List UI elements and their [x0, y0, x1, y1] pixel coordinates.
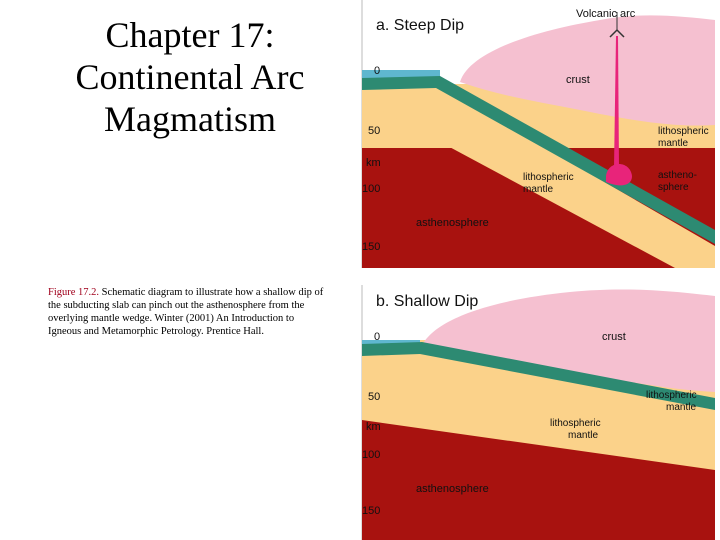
panel-b-depth-100: 100 [362, 449, 380, 461]
panel-a-lith-mantle-right-line1: lithospheric [658, 126, 709, 137]
panel-a-depth-0: 0 [374, 65, 380, 77]
panel-a-slab-lith-mantle-line2: mantle [523, 184, 553, 195]
panel-a-magma-pocket [606, 164, 632, 186]
panel-a-depth-unit: km [366, 157, 381, 169]
panel-b-slab-lith-mantle-line2: mantle [568, 430, 598, 441]
panel-steep-dip: a. Steep Dip Volcanic arc crust lithosph… [361, 0, 715, 268]
panel-a-continental-crust [460, 15, 715, 126]
panel-b-crust-label: crust [602, 331, 626, 343]
panel-b-lith-mantle-right-label: lithospheric mantle [646, 390, 697, 413]
panel-b-lith-mantle-right-line2: mantle [666, 402, 696, 413]
panel-a-slab-lith-mantle-label: lithospheric mantle [523, 172, 574, 195]
panel-a-heading: a. Steep Dip [376, 17, 464, 34]
panel-a-slab-lithosphere [362, 84, 715, 268]
slide-title: Chapter 17: Continental Arc Magmatism [30, 14, 350, 140]
subduction-figure: a. Steep Dip Volcanic arc crust lithosph… [361, 0, 715, 540]
panel-b-depth-50: 50 [368, 391, 380, 403]
figure-caption: Figure 17.2. Schematic diagram to illust… [48, 286, 326, 338]
panel-a-depth-50: 50 [368, 125, 380, 137]
title-line-3: Magmatism [104, 99, 276, 139]
panel-b-slab-lith-mantle-line1: lithospheric [550, 418, 601, 429]
title-line-1: Chapter 17: [105, 15, 275, 55]
panel-a-asthenosphere-right-label: astheno-sphere [658, 170, 697, 193]
panel-a-asthenosphere-right-line1: astheno- [658, 170, 697, 181]
figure-label: Figure 17.2. [48, 287, 100, 298]
panel-a-depth-100: 100 [362, 183, 380, 195]
panel-b-slab-lith-mantle-label: lithospheric mantle [550, 418, 601, 441]
caption-text: Schematic diagram to illustrate how a sh… [48, 287, 324, 337]
panel-a-lith-mantle-right-label: lithospheric mantle [658, 126, 709, 149]
panel-b-depth-150: 150 [362, 505, 380, 517]
panel-b-continental-crust [420, 289, 715, 392]
panel-b-depth-unit: km [366, 421, 381, 433]
panel-b-asthenosphere-bottom-label: asthenosphere [416, 483, 489, 495]
panel-a-slab-lith-mantle-line1: lithospheric [523, 172, 574, 183]
title-line-2: Continental Arc [75, 57, 305, 97]
panel-a-magma-conduit [614, 36, 619, 168]
panel-a-asthenosphere-bottom-label: asthenosphere [416, 217, 489, 229]
panel-a-lith-mantle-right-line2: mantle [658, 138, 688, 149]
panel-shallow-dip: b. Shallow Dip crust lithospheric mantle … [361, 285, 715, 540]
panel-b-heading: b. Shallow Dip [376, 293, 478, 310]
panel-a-depth-150: 150 [362, 241, 380, 253]
panel-b-oceanic-crust [362, 342, 715, 410]
volcano-label: Volcanic arc [576, 8, 636, 20]
panel-b-lith-mantle-right-line1: lithospheric [646, 390, 697, 401]
panel-b-slab-lithosphere [362, 352, 715, 470]
panel-a-crust-label: crust [566, 74, 590, 86]
panel-a-asthenosphere-right-line2: sphere [658, 182, 689, 193]
panel-b-depth-0: 0 [374, 331, 380, 343]
